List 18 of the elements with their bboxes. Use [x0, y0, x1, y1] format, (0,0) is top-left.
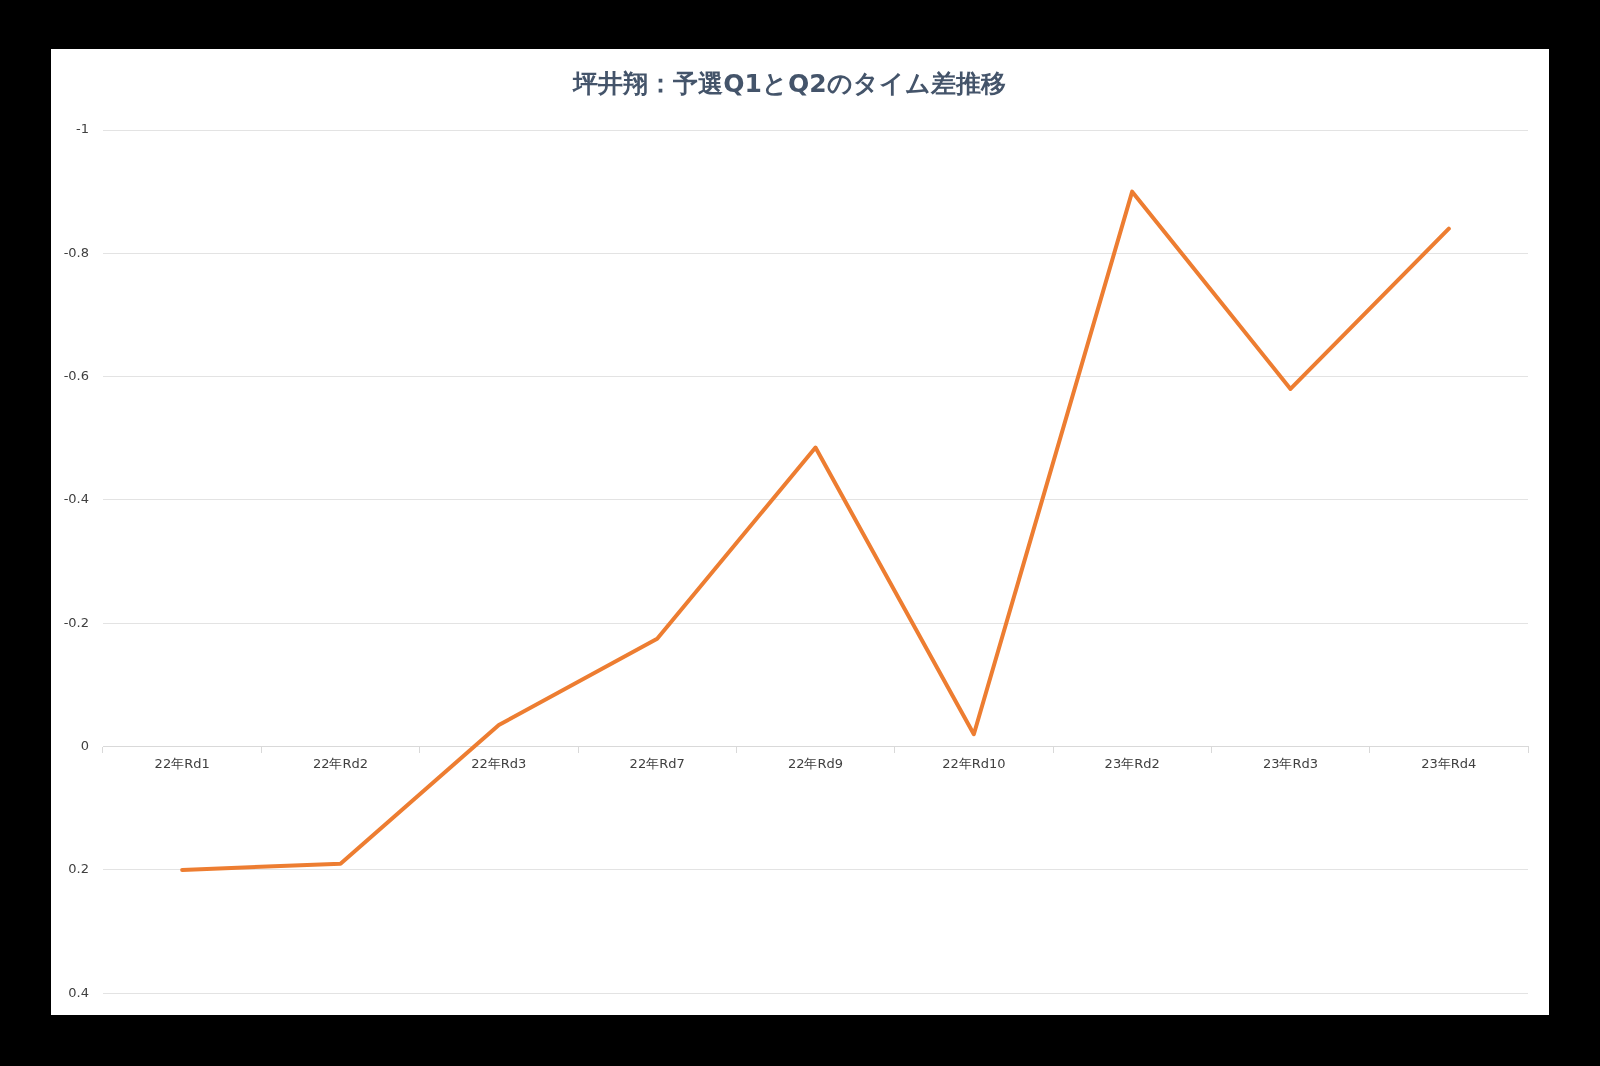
- y-tick-label: -0.4: [63, 491, 89, 507]
- x-tick-label: 22年Rd3: [471, 755, 527, 771]
- y-tick-label: -0.6: [63, 368, 89, 383]
- x-tick-label: 23年Rd4: [1421, 755, 1477, 771]
- x-tick-label: 22年Rd7: [629, 755, 685, 771]
- x-tick-label: 22年Rd10: [942, 755, 1006, 771]
- x-tick-label: 23年Rd3: [1262, 755, 1319, 771]
- y-tick-label: 0.2: [68, 861, 89, 877]
- y-tick-label: -0.2: [63, 614, 89, 630]
- x-tick-label: 23年Rd2: [1104, 755, 1160, 771]
- x-tick-label: 22年Rd1: [154, 755, 210, 771]
- x-tick-label: 22年Rd9: [787, 755, 844, 771]
- y-tick-label: -1: [76, 121, 89, 137]
- y-tick-label: -0.8: [63, 244, 89, 260]
- x-tick-label: 22年Rd2: [312, 755, 369, 771]
- y-tick-label: 0.4: [68, 984, 89, 1000]
- chart-title: 坪井翔：予選Q1とQ2のタイム差推移: [572, 68, 1006, 98]
- y-tick-label: 0: [80, 737, 89, 753]
